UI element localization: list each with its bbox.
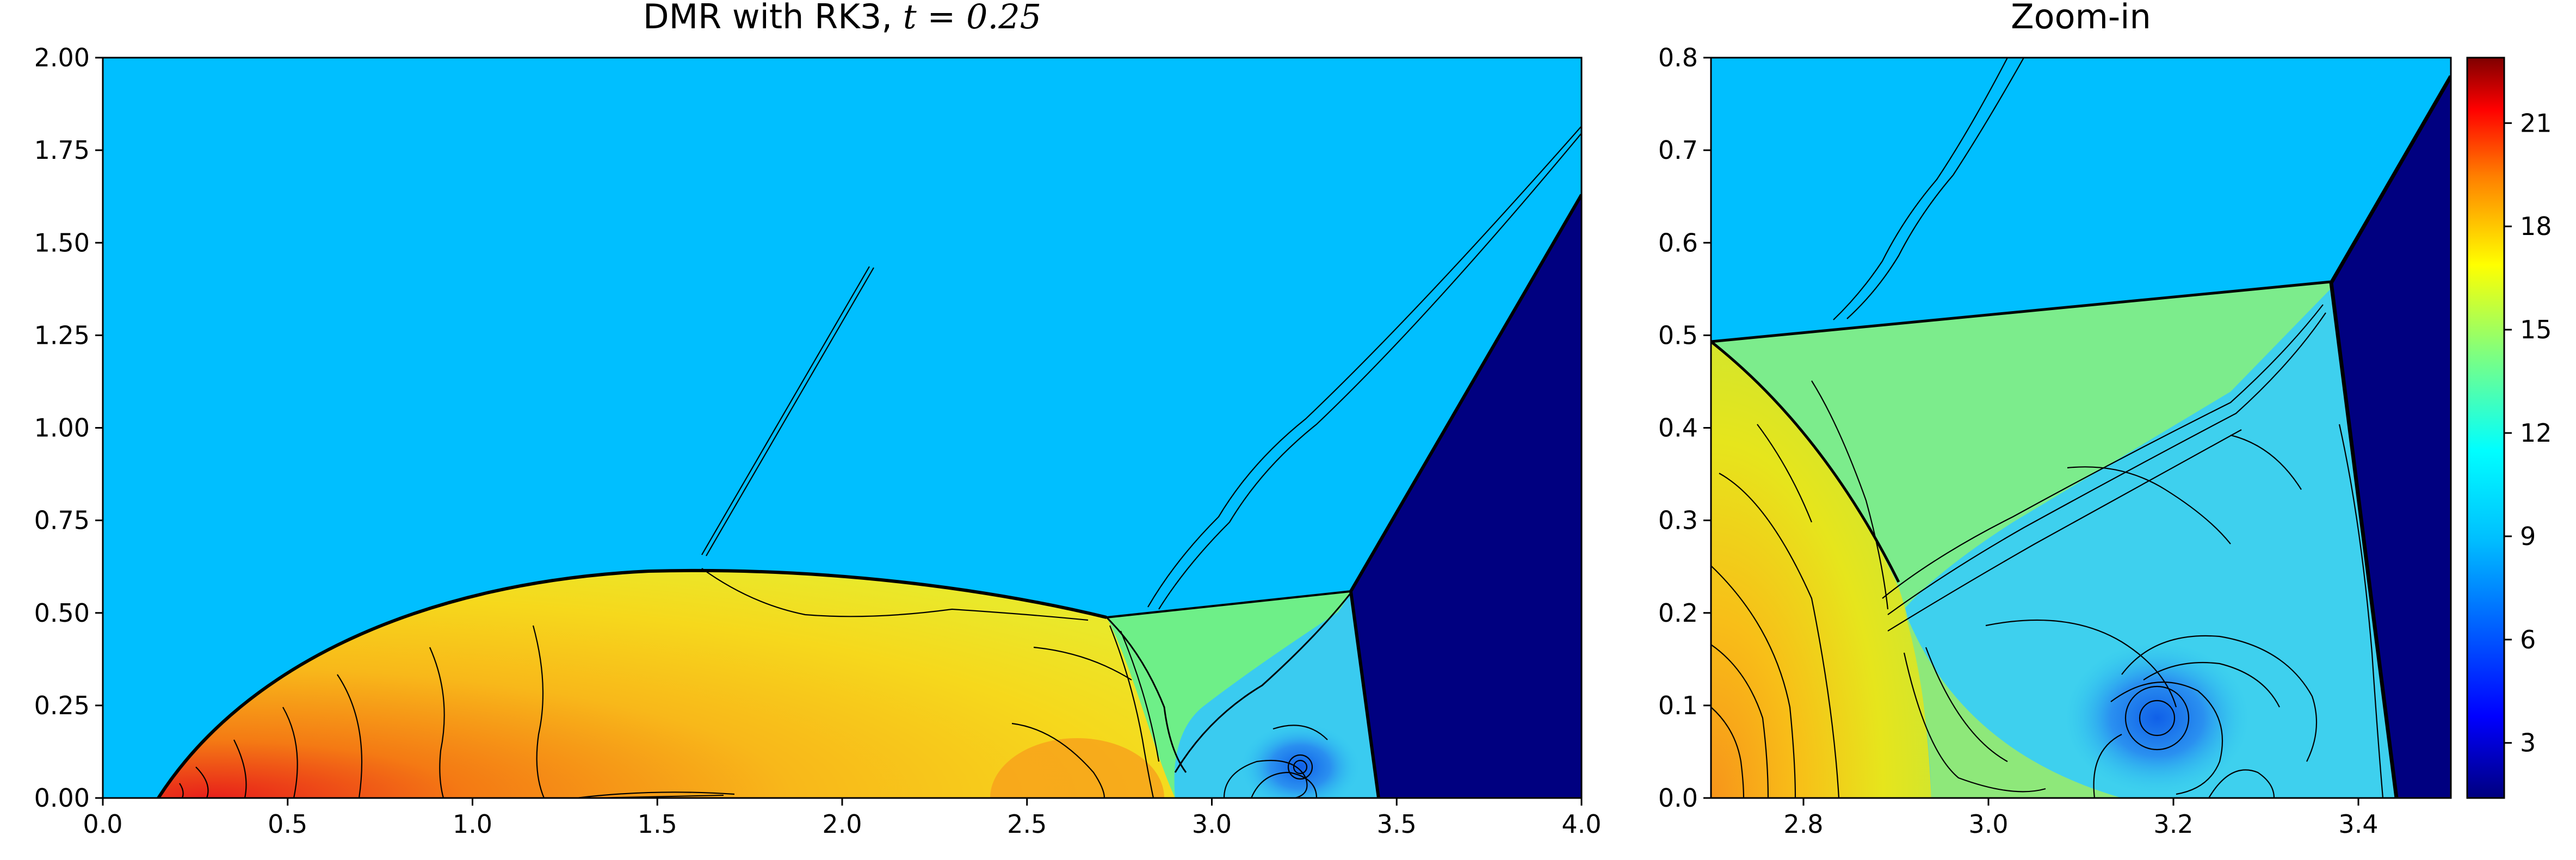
colorbar-tick-label: 21 xyxy=(2520,108,2552,138)
main-x-axis: 0.0 0.5 1.0 1.5 2.0 2.5 3.0 3.5 4.0 xyxy=(83,798,1602,839)
main-y-tick-label: 0.75 xyxy=(34,506,90,535)
unshocked-region xyxy=(1351,195,1582,798)
contour-lines xyxy=(179,568,1328,798)
main-y-tick-label: 1.75 xyxy=(34,135,90,165)
main-x-tick-label: 1.5 xyxy=(638,809,677,839)
zoom-jet-region xyxy=(1855,288,2396,798)
main-x-tick-label: 0.0 xyxy=(83,809,122,839)
zoom-heatmap xyxy=(1711,58,2451,798)
zoom-green-tongue xyxy=(1904,609,2122,798)
main-y-tick-label: 2.00 xyxy=(34,43,90,72)
zoom-y-tick-label: 0.7 xyxy=(1658,135,1698,165)
main-y-tick-label: 0.50 xyxy=(34,598,90,628)
zoom-y-tick-label: 0.3 xyxy=(1658,506,1698,535)
zoom-y-tick-label: 0.4 xyxy=(1658,413,1698,443)
colorbar-tick-label: 12 xyxy=(2520,418,2552,448)
zoom-slip-line xyxy=(1711,341,1900,583)
zoom-contour-lines xyxy=(1711,304,2384,798)
zoom-vortex-core xyxy=(2065,642,2250,794)
main-y-tick-label: 1.00 xyxy=(34,413,90,443)
zoom-x-tick-label: 3.2 xyxy=(2153,809,2193,839)
main-y-tick-label: 0.00 xyxy=(34,783,90,813)
colorbar-tick-label: 18 xyxy=(2520,212,2552,241)
main-x-tick-label: 4.0 xyxy=(1561,809,1601,839)
zoom-x-tick-label: 3.0 xyxy=(1968,809,2008,839)
main-x-tick-label: 2.0 xyxy=(822,809,862,839)
lower-orange-patch xyxy=(990,738,1164,798)
main-heatmap xyxy=(103,58,1582,798)
main-x-tick-label: 2.5 xyxy=(1007,809,1047,839)
upstream-contact-waves xyxy=(701,126,1582,610)
zoom-y-axis: 0.0 0.1 0.2 0.3 0.4 0.5 0.6 0.7 0.8 xyxy=(1658,43,1711,813)
zoom-y-tick-label: 0.2 xyxy=(1658,598,1698,628)
jet-shear-layer xyxy=(1174,592,1352,773)
zoom-bubble-region xyxy=(1711,342,1931,798)
zoom-y-tick-label: 0.1 xyxy=(1658,691,1698,720)
zoom-x-tick-label: 2.8 xyxy=(1783,809,1823,839)
main-x-tick-label: 3.0 xyxy=(1192,809,1232,839)
main-x-tick-label: 0.5 xyxy=(268,809,307,839)
colorbar-tick-label: 15 xyxy=(2520,315,2552,344)
colorbar-tick-label: 3 xyxy=(2520,728,2536,758)
zoom-title: Zoom-in xyxy=(2011,0,2151,36)
zoom-x-axis: 2.8 3.0 3.2 3.4 xyxy=(1783,798,2379,839)
colorbar xyxy=(2466,57,2505,799)
main-y-tick-label: 0.25 xyxy=(34,691,90,720)
zoom-unshocked-region xyxy=(2331,76,2451,798)
main-y-axis: 0.00 0.25 0.50 0.75 1.00 1.25 1.50 1.75 2.00 xyxy=(34,43,103,813)
main-x-tick-label: 1.0 xyxy=(453,809,492,839)
colorbar-axis: 3 6 9 12 15 18 21 xyxy=(2504,108,2552,758)
zoom-y-tick-label: 0.6 xyxy=(1658,228,1698,257)
main-title: DMR with RK3, t = 0.25 xyxy=(643,0,1041,36)
colorbar-tick-label: 9 xyxy=(2520,522,2536,551)
slip-line xyxy=(1105,616,1187,773)
reflected-shock xyxy=(1106,590,1351,618)
zoom-y-tick-label: 0.8 xyxy=(1658,43,1698,72)
colorbar-tick-label: 6 xyxy=(2520,625,2536,654)
zoom-reflected-shock xyxy=(1711,280,2332,343)
main-y-tick-label: 1.50 xyxy=(34,228,90,257)
zoom-upstream-waves xyxy=(1833,58,2024,320)
zoom-y-tick-label: 0.0 xyxy=(1658,783,1698,813)
main-y-tick-label: 1.25 xyxy=(34,320,90,350)
bow-bubble-region xyxy=(158,570,1175,798)
zoom-x-tick-label: 3.4 xyxy=(2338,809,2378,839)
main-x-tick-label: 3.5 xyxy=(1377,809,1417,839)
zoom-y-tick-label: 0.5 xyxy=(1658,320,1698,350)
mach-stem-bow-shock xyxy=(157,568,1107,798)
